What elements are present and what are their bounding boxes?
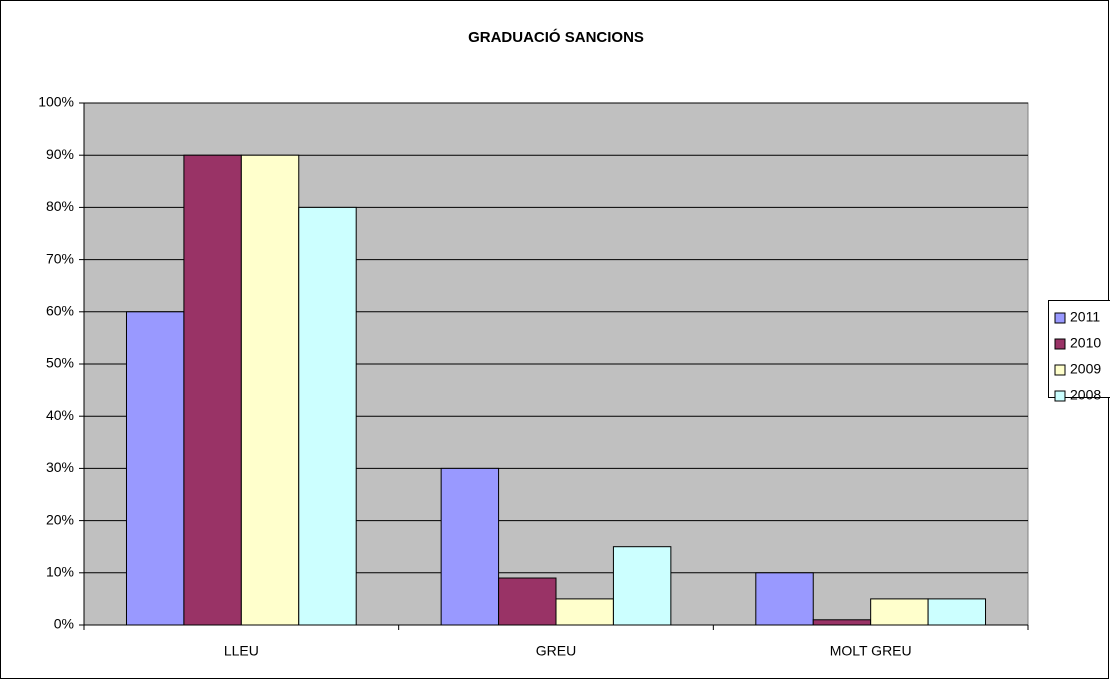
- bar: [299, 207, 356, 625]
- bar: [241, 155, 298, 625]
- y-tick-label: 30%: [46, 459, 74, 475]
- bar: [556, 599, 613, 625]
- legend-label: 2008: [1070, 387, 1101, 403]
- chart-title: GRADUACIÓ SANCIONS: [468, 28, 644, 46]
- bar: [756, 573, 813, 625]
- y-tick-label: 90%: [46, 146, 74, 162]
- y-tick-label: 50%: [46, 355, 74, 371]
- legend-label: 2010: [1070, 335, 1101, 351]
- bar: [441, 468, 498, 625]
- bar: [613, 547, 670, 625]
- y-tick-label: 20%: [46, 511, 74, 527]
- y-tick-label: 80%: [46, 198, 74, 214]
- x-tick-label: LLEU: [224, 643, 259, 659]
- bar: [126, 312, 183, 625]
- legend-swatch: [1055, 339, 1065, 349]
- y-tick-label: 40%: [46, 407, 74, 423]
- y-tick-label: 100%: [38, 94, 74, 110]
- bar: [813, 620, 870, 625]
- bar: [928, 599, 985, 625]
- legend-label: 2009: [1070, 361, 1101, 377]
- legend-swatch: [1055, 313, 1065, 323]
- y-tick-label: 10%: [46, 564, 74, 580]
- y-tick-label: 70%: [46, 250, 74, 266]
- y-tick-label: 0%: [54, 616, 74, 632]
- bar: [871, 599, 928, 625]
- y-tick-label: 60%: [46, 303, 74, 319]
- legend-label: 2011: [1070, 309, 1100, 325]
- legend-swatch: [1055, 365, 1065, 375]
- x-tick-label: MOLT GREU: [830, 643, 912, 659]
- legend-swatch: [1055, 391, 1065, 401]
- bar: [499, 578, 556, 625]
- x-tick-label: GREU: [536, 643, 576, 659]
- bar: [184, 155, 241, 625]
